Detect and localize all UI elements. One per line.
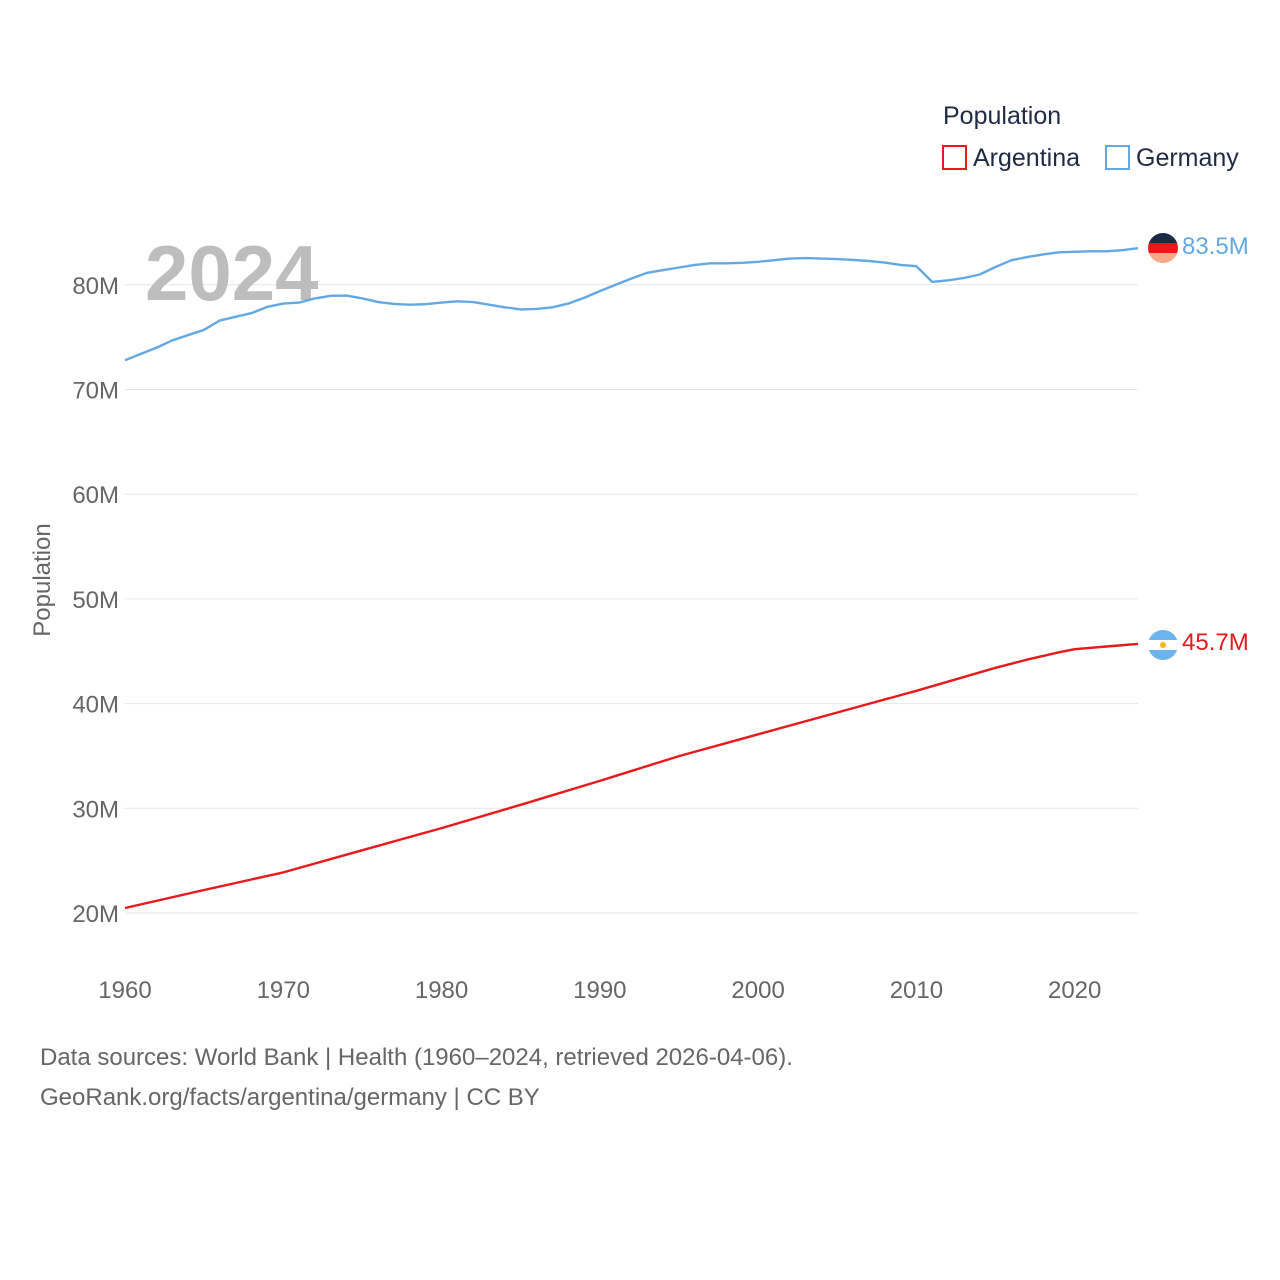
series-line-germany[interactable] (124, 247, 1139, 362)
y-tick-label-20M: 20M (72, 901, 119, 928)
legend-label-argentina: Argentina (973, 144, 1080, 172)
gridlines (125, 284, 1138, 914)
y-tick-label-50M: 50M (72, 587, 119, 614)
x-tick-label-2020: 2020 (1048, 977, 1101, 1004)
y-tick-label-80M: 80M (72, 273, 119, 300)
legend-title: Population (943, 102, 1061, 130)
x-tick-label-1980: 1980 (415, 977, 468, 1004)
legend-swatch-argentina (942, 145, 967, 170)
y-axis-title: Population (29, 523, 56, 636)
germany-flag-icon (1148, 233, 1178, 263)
series-lines (124, 247, 1139, 910)
germany-end-value-label: 83.5M (1182, 233, 1249, 260)
population-chart: 20M 30M 40M 50M 60M 70M 80M 1960 1970 1980 1990 20… (29, 102, 1249, 1004)
series-line-argentina[interactable] (124, 642, 1139, 910)
y-tick-label-70M: 70M (72, 378, 119, 405)
argentina-flag-icon (1148, 630, 1178, 660)
y-tick-label-30M: 30M (72, 796, 119, 823)
x-axis-ticks: 1960 1970 1980 1990 2000 2010 2020 (98, 977, 1101, 1004)
data-source-note: Data sources: World Bank | Health (1960–… (40, 1044, 793, 1071)
y-tick-label-60M: 60M (72, 482, 119, 509)
x-tick-label-1990: 1990 (573, 977, 626, 1004)
x-tick-label-1970: 1970 (257, 977, 310, 1004)
x-tick-label-2010: 2010 (890, 977, 943, 1004)
x-tick-label-1960: 1960 (98, 977, 151, 1004)
y-tick-label-40M: 40M (72, 692, 119, 719)
x-tick-label-2000: 2000 (731, 977, 784, 1004)
argentina-end-value-label: 45.7M (1182, 629, 1249, 656)
source-link[interactable]: GeoRank.org/facts/argentina/germany | CC… (40, 1084, 540, 1111)
legend-item-germany[interactable]: Germany (1105, 144, 1239, 172)
legend: Population Argentina Germany (942, 102, 1239, 172)
legend-item-argentina[interactable]: Argentina (942, 144, 1080, 172)
legend-label-germany: Germany (1136, 144, 1239, 172)
legend-swatch-germany (1105, 145, 1130, 170)
y-axis-ticks: 20M 30M 40M 50M 60M 70M 80M (72, 273, 119, 928)
